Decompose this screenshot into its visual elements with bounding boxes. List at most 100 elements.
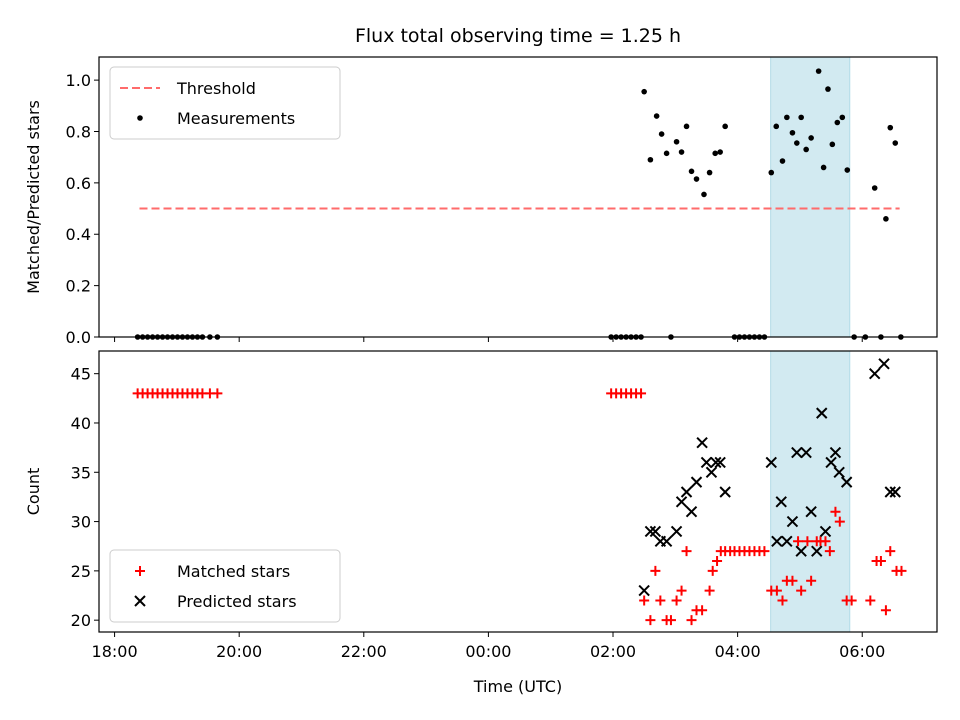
highlight-band xyxy=(770,350,851,633)
data-point xyxy=(775,496,787,508)
x-tick-label: 00:00 xyxy=(465,642,511,661)
data-point xyxy=(655,595,666,606)
legend-label: Threshold xyxy=(176,79,256,98)
data-point xyxy=(789,129,796,136)
data-point xyxy=(705,466,718,478)
x-tick-label: 18:00 xyxy=(92,642,138,661)
data-point xyxy=(884,486,896,498)
series-predicted-stars xyxy=(638,358,901,597)
data-point xyxy=(678,149,685,155)
data-point xyxy=(830,506,841,517)
data-point xyxy=(690,476,703,488)
legend-marker xyxy=(135,566,145,576)
data-point xyxy=(671,595,682,606)
data-point xyxy=(765,456,777,469)
data-point xyxy=(781,535,793,547)
data-point xyxy=(641,88,647,95)
legend-label: Predicted stars xyxy=(177,592,297,611)
chart-layer: 0.0 0.2 0.4 0.6 0.8 1.0 Matched/Predicted star… xyxy=(24,56,938,661)
data-point xyxy=(647,156,654,163)
data-point xyxy=(839,114,846,121)
data-point xyxy=(759,546,770,557)
data-point xyxy=(660,535,673,547)
y-tick-label: 25 xyxy=(71,562,91,581)
data-point xyxy=(820,536,831,547)
data-point xyxy=(824,546,835,557)
data-point xyxy=(710,456,722,469)
data-point xyxy=(650,565,661,576)
data-point xyxy=(865,595,876,606)
legend: Threshold Measurements xyxy=(109,66,341,140)
series-matched-stars xyxy=(132,388,907,626)
data-point xyxy=(880,605,891,616)
x-tick-label: 20:00 xyxy=(216,642,262,661)
data-point xyxy=(796,585,807,596)
data-point xyxy=(806,575,817,586)
y-tick-label: 1.0 xyxy=(66,71,91,90)
data-point xyxy=(771,585,782,596)
y-tick-label: 0.2 xyxy=(66,277,91,296)
data-point xyxy=(663,150,670,157)
data-point xyxy=(636,388,647,399)
data-point xyxy=(701,191,707,198)
chart-title: Flux total observing time = 1.25 h xyxy=(355,25,681,47)
y-tick-label: 35 xyxy=(71,463,91,482)
data-point xyxy=(639,595,650,606)
data-point xyxy=(649,525,662,538)
data-point xyxy=(787,575,798,586)
y-tick-label: 0.4 xyxy=(66,225,91,244)
y-tick-label: 0.8 xyxy=(66,122,91,141)
y-tick-label: 30 xyxy=(71,513,91,532)
data-point xyxy=(644,525,657,538)
data-point xyxy=(683,123,690,130)
data-point xyxy=(868,367,881,380)
data-point xyxy=(658,131,665,137)
data-point xyxy=(706,169,713,176)
y-axis-label: Matched/Predicted stars xyxy=(24,100,43,294)
data-point xyxy=(800,446,812,459)
data-point xyxy=(686,615,697,626)
data-point xyxy=(665,615,676,626)
data-point xyxy=(825,456,837,469)
y-tick-label: 45 xyxy=(71,365,91,384)
legend-label: Matched stars xyxy=(177,562,290,581)
data-point xyxy=(834,516,845,527)
data-point xyxy=(833,466,845,478)
data-point xyxy=(685,506,698,518)
data-point xyxy=(883,216,889,222)
x-axis-label: Time (UTC) xyxy=(473,677,562,696)
data-point xyxy=(808,135,814,141)
data-point xyxy=(638,584,650,597)
legend: Matched stars Predicted stars xyxy=(109,549,341,623)
data-point xyxy=(771,535,783,547)
data-point xyxy=(784,114,790,121)
data-point xyxy=(714,456,726,469)
data-point xyxy=(693,176,700,182)
data-point xyxy=(820,164,827,171)
data-point xyxy=(794,140,800,146)
data-point xyxy=(712,150,718,157)
x-tick-label: 02:00 xyxy=(590,642,636,661)
panel-1: 0.0 0.2 0.4 0.6 0.8 1.0 Matched/Predicted star… xyxy=(24,56,938,347)
data-point xyxy=(846,595,857,606)
highlight-band xyxy=(770,56,851,338)
data-point xyxy=(811,545,823,557)
data-point xyxy=(840,476,853,488)
data-point xyxy=(768,169,775,176)
data-point xyxy=(844,167,851,173)
data-point xyxy=(786,515,799,528)
data-point xyxy=(889,486,901,498)
data-point xyxy=(681,546,692,557)
data-point xyxy=(825,86,831,92)
data-point xyxy=(722,123,728,130)
data-point xyxy=(878,358,890,370)
data-point xyxy=(676,585,687,596)
data-point xyxy=(892,140,899,146)
data-point xyxy=(885,546,896,557)
data-point xyxy=(791,446,803,459)
data-point xyxy=(829,446,842,459)
data-point xyxy=(802,536,813,547)
x-tick-label: 22:00 xyxy=(341,642,387,661)
y-tick-label: 0.0 xyxy=(66,328,91,347)
